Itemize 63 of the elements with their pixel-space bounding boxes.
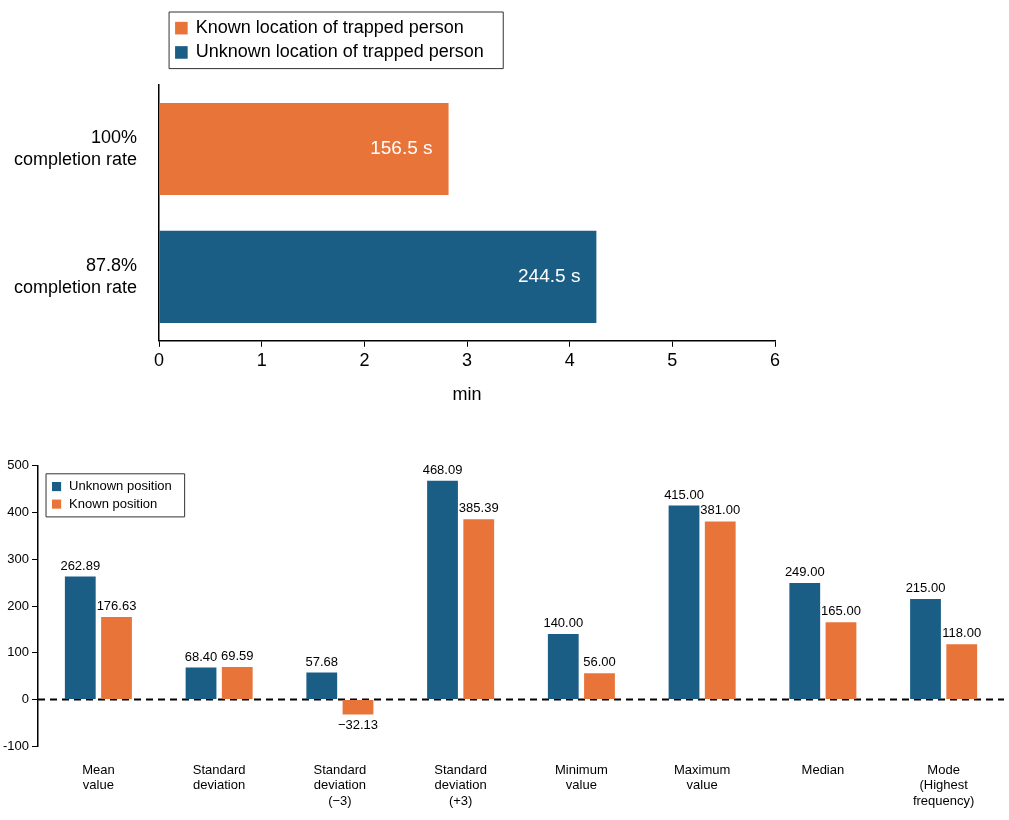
legend-label: Unknown location of trapped person [195, 41, 484, 62]
data-label: 381.00 [700, 502, 741, 518]
y-tick-label: 0 [21, 691, 30, 707]
y-tick-label: 87.8% completion rate [13, 255, 138, 297]
data-label: 249.00 [784, 564, 825, 580]
data-label: 57.68 [305, 653, 339, 669]
y-tick-label: 300 [7, 550, 30, 566]
data-label: 468.09 [422, 461, 463, 477]
bar [64, 576, 96, 699]
y-tick-label: 400 [7, 504, 30, 520]
x-tick-label: 6 [769, 349, 781, 370]
data-label: 385.39 [458, 500, 499, 516]
x-tick-label: 2 [359, 349, 370, 370]
bar [668, 505, 700, 699]
bar [463, 519, 495, 699]
data-label: 215.00 [905, 580, 946, 596]
x-tick-label: Mode (Highest frequency) [912, 761, 975, 808]
bar [427, 480, 458, 699]
data-label: 176.63 [96, 598, 137, 613]
data-label: 262.89 [60, 557, 101, 573]
annotation: 156.5 s [370, 137, 433, 159]
data-label: 140.00 [543, 615, 584, 631]
data-label: 68.40 [184, 648, 218, 664]
legend-label: Known location of trapped person [195, 17, 464, 38]
bar [185, 667, 217, 699]
y-tick-label: 100% completion rate [13, 127, 138, 169]
x-tick-label: 5 [667, 349, 678, 370]
data-label: 56.00 [583, 654, 616, 670]
y-tick-label: 500 [7, 457, 30, 473]
x-axis-title: min [452, 384, 482, 405]
x-tick-label: 1 [256, 349, 267, 370]
data-label: 118.00 [942, 625, 982, 641]
bar [789, 583, 821, 699]
x-tick-label: 4 [564, 349, 575, 370]
x-tick-label: Standard deviation [192, 761, 246, 793]
x-tick-label: 0 [154, 349, 165, 370]
y-tick-label: 200 [7, 597, 30, 613]
x-tick-label: 3 [462, 349, 473, 370]
bar [910, 598, 941, 699]
bar [946, 644, 978, 699]
legend-label: Unknown position [69, 478, 172, 494]
bar [825, 622, 857, 699]
x-tick-label: Minimum value [555, 761, 608, 793]
x-tick-label: Median [801, 761, 845, 777]
bar [704, 521, 736, 699]
x-tick-label: Mean value [82, 761, 115, 793]
y-tick-label: -100 [2, 737, 30, 753]
data-label: −32.13 [337, 716, 379, 732]
bar [584, 673, 615, 699]
bar [547, 634, 579, 699]
legend-label: Known position [69, 495, 158, 511]
bar [342, 699, 374, 715]
data-label: 69.59 [220, 648, 254, 664]
annotation: 244.5 s [518, 265, 581, 287]
bar [306, 672, 338, 699]
x-tick-label: Standard deviation (−3) [313, 761, 367, 808]
x-tick-label: Standard deviation (+3) [434, 761, 488, 808]
data-label: 415.00 [664, 486, 704, 502]
x-tick-label: Maximum value [673, 761, 731, 793]
bar [101, 616, 132, 699]
data-label: 165.00 [821, 603, 861, 619]
y-tick-label: 100 [7, 644, 30, 660]
bar [221, 666, 253, 699]
